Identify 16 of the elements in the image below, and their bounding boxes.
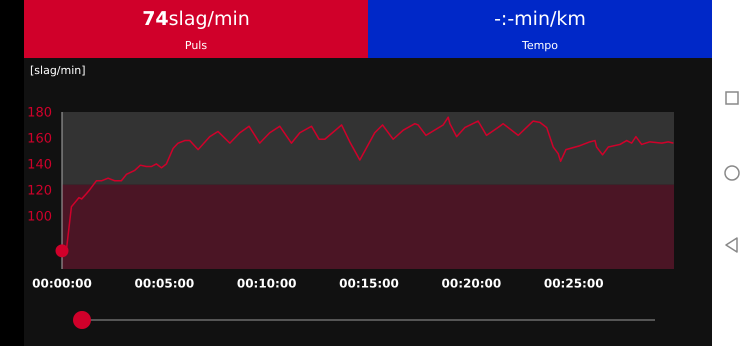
y-tick-label: 120	[27, 184, 52, 199]
x-tick-label: 00:10:00	[236, 276, 297, 290]
x-tick-label: 00:05:00	[134, 276, 194, 290]
y-tick-label: 140	[27, 158, 52, 173]
text: -:-min/km	[493, 8, 587, 30]
text: Tempo	[520, 39, 560, 52]
y-axis-title: [slag/min]	[30, 64, 86, 77]
text: Puls	[184, 39, 208, 52]
x-tick-label: 00:25:00	[544, 276, 604, 290]
x-tick-label: 00:00:00	[32, 276, 92, 290]
text: 74slag/min	[141, 8, 251, 30]
x-tick-label: 00:20:00	[442, 276, 502, 290]
x-tick-label: 00:15:00	[339, 276, 399, 290]
y-tick-label: 160	[27, 132, 52, 147]
y-tick-label: 180	[27, 106, 52, 121]
y-tick-label: 100	[27, 209, 52, 224]
